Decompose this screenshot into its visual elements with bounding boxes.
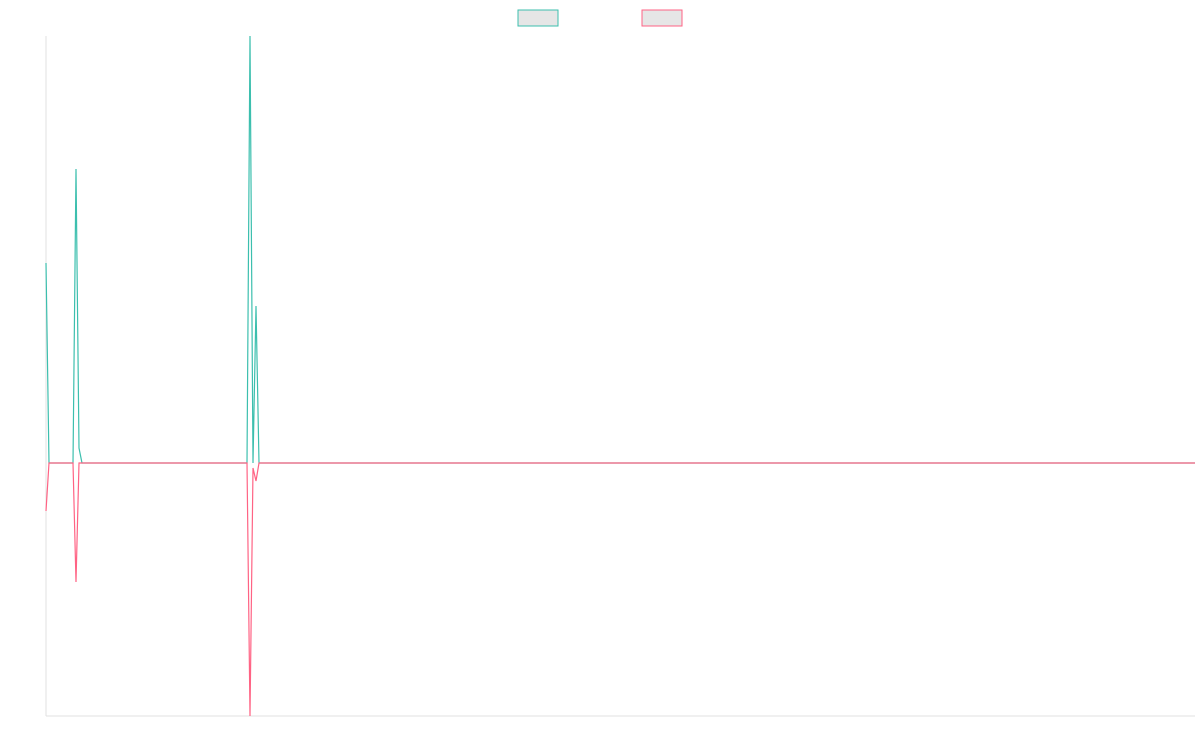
series-line	[45, 35, 1195, 464]
legend-swatch[interactable]	[641, 9, 683, 27]
series-line	[45, 462, 1195, 717]
legend-swatch[interactable]	[517, 9, 559, 27]
